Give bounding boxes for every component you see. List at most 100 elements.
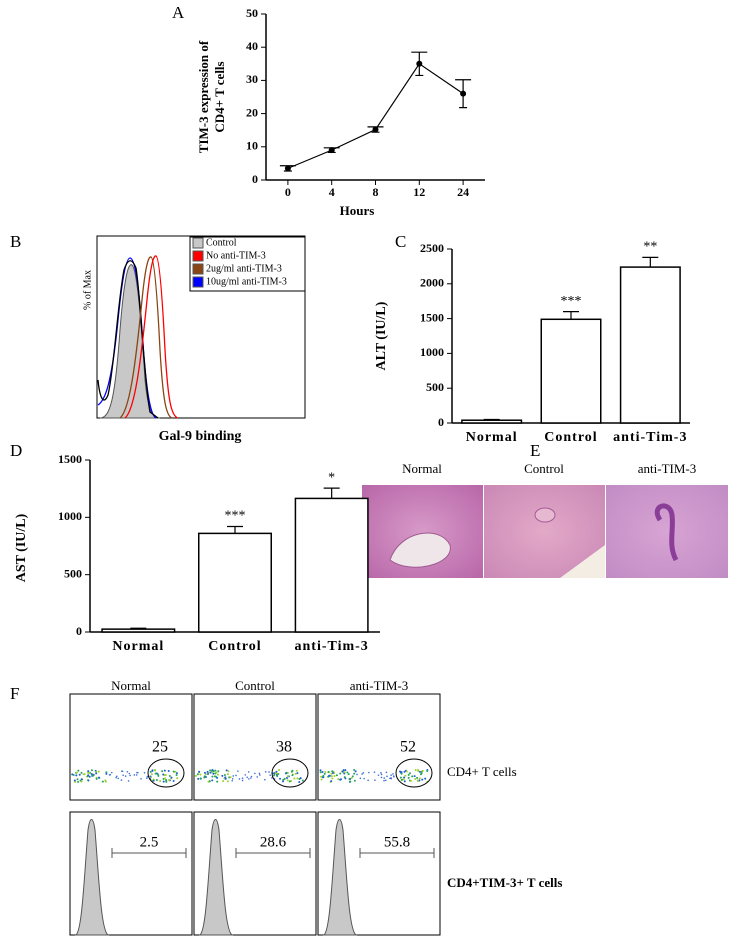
cell-dot	[214, 769, 217, 772]
gate-value: 52	[400, 739, 416, 756]
x-tick-label: anti-Tim-3	[613, 430, 687, 445]
x-tick-label: 24	[457, 185, 469, 199]
cell-dot	[87, 770, 90, 773]
cell-dot	[269, 774, 271, 776]
cell-dot	[418, 770, 421, 773]
cell-dot	[211, 779, 214, 782]
histology-image	[606, 485, 728, 578]
cell-dot	[172, 779, 175, 782]
cell-dot	[301, 779, 304, 782]
histogram-curve	[124, 255, 179, 419]
error-bar	[130, 627, 147, 630]
y-tick-label: 500	[64, 566, 82, 580]
line	[287, 62, 464, 169]
cell-dot	[213, 775, 216, 778]
cell-dot	[343, 776, 346, 779]
cell-dot	[380, 773, 383, 776]
legend-swatch	[192, 237, 204, 249]
cell-dot	[408, 772, 411, 775]
y-tick-label: 2500	[420, 241, 444, 255]
cell-dot	[337, 778, 340, 781]
cell-dot	[157, 774, 160, 777]
cell-dot	[331, 777, 334, 780]
cell-dot	[122, 774, 124, 776]
cell-dot	[162, 780, 165, 783]
dot-plot-frame	[193, 693, 317, 801]
cell-dot	[101, 780, 104, 783]
cell-dot	[128, 772, 131, 775]
cell-dot	[95, 772, 98, 775]
cell-dot	[331, 772, 334, 775]
cell-dot	[105, 771, 108, 774]
y-axis-label: CD4+ T cells	[212, 61, 227, 132]
cell-dot	[157, 773, 160, 776]
cell-dot	[161, 770, 164, 773]
cell-dot	[380, 772, 382, 774]
cell-dot	[135, 774, 138, 776]
cell-dot	[77, 769, 80, 772]
cell-dot	[97, 770, 100, 773]
cell-dot	[126, 770, 129, 773]
bar	[198, 532, 272, 633]
cell-dot	[331, 770, 334, 773]
cell-dot	[407, 773, 410, 776]
cell-dot	[403, 780, 406, 783]
cell-dot	[247, 771, 250, 773]
cell-dot	[409, 779, 412, 782]
cell-dot	[359, 777, 362, 780]
cell-dot	[215, 771, 218, 774]
y-tick-label: 1500	[58, 452, 82, 466]
cell-dot	[209, 769, 212, 772]
error-bar	[563, 311, 579, 320]
cell-dot	[273, 774, 276, 777]
bar	[101, 628, 176, 633]
flow-plots: Normal 25 2.5 Control 38 28.6 anti-TIM-3 52 55.8…	[69, 678, 562, 936]
x-tick-label: Normal	[466, 430, 518, 445]
legend-label: 2ug/ml anti-TIM-3	[206, 263, 282, 274]
cell-dot	[71, 773, 74, 776]
cell-dot	[150, 773, 153, 776]
y-axis-label: AST (IU/L)	[14, 513, 29, 582]
cell-dot	[95, 770, 98, 773]
cell-dot	[133, 774, 136, 776]
cell-dot	[407, 776, 410, 779]
cell-dot	[124, 775, 127, 777]
cell-dot	[353, 772, 356, 775]
cell-dot	[401, 778, 404, 781]
cell-dot	[159, 780, 162, 783]
y-tick-label: 1000	[58, 509, 82, 523]
x-tick-label: 8	[373, 185, 379, 199]
cell-dot	[384, 779, 387, 782]
legend: Control No anti-TIM-3 2ug/ml anti-TIM-3 10u…	[192, 237, 287, 288]
cell-dot	[283, 777, 286, 780]
histogram-peak	[74, 819, 110, 936]
cell-dot	[403, 776, 406, 779]
cell-dot	[216, 773, 219, 776]
cell-dot	[268, 771, 270, 773]
cell-dot	[104, 779, 107, 782]
y-axis-label: ALT (IU/L)	[374, 301, 389, 370]
cell-dot	[414, 769, 417, 772]
row-label: CD4+ T cells	[447, 764, 517, 779]
cell-dot	[339, 778, 342, 781]
cell-dot	[154, 772, 157, 775]
histogram-curve	[119, 256, 173, 419]
cell-dot	[321, 776, 324, 779]
cell-dot	[342, 769, 345, 772]
panel-label: E	[530, 441, 540, 460]
cell-dot	[330, 775, 333, 778]
cell-dot	[417, 769, 420, 772]
cell-dot	[246, 776, 248, 779]
cell-dot	[399, 776, 402, 779]
column-label: Normal	[111, 678, 151, 693]
cell-dot	[108, 774, 111, 776]
cell-dot	[152, 779, 155, 782]
image-label: Normal	[402, 461, 442, 476]
cell-dot	[216, 780, 219, 783]
point	[284, 165, 291, 172]
gate-value: 25	[152, 739, 168, 756]
significance-label: *	[328, 470, 335, 485]
cell-dot	[349, 780, 352, 783]
y-tick-label: 10	[246, 139, 258, 153]
